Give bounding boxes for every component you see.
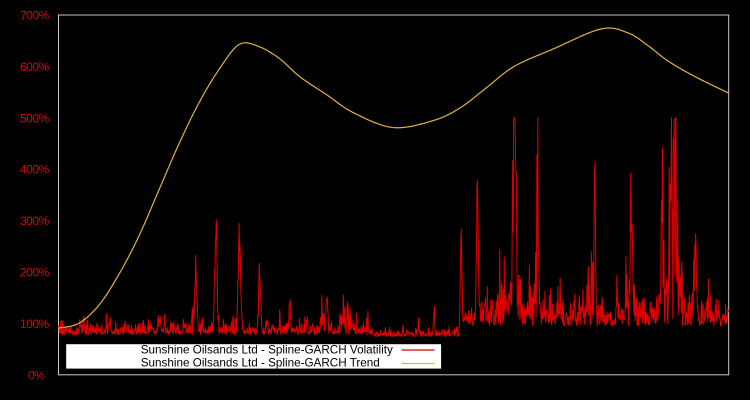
svg-text:0%: 0%: [28, 368, 45, 382]
svg-text:500%: 500%: [20, 111, 50, 125]
svg-text:200%: 200%: [20, 266, 50, 280]
svg-text:700%: 700%: [20, 9, 50, 23]
svg-text:Sunshine Oilsands Ltd - Spline: Sunshine Oilsands Ltd - Spline-GARCH Vol…: [141, 344, 393, 357]
svg-text:300%: 300%: [20, 214, 50, 228]
svg-text:600%: 600%: [20, 60, 50, 74]
svg-text:100%: 100%: [20, 317, 50, 331]
svg-text:Sunshine Oilsands Ltd - Spline: Sunshine Oilsands Ltd - Spline-GARCH Tre…: [141, 357, 380, 370]
svg-text:400%: 400%: [20, 163, 50, 177]
